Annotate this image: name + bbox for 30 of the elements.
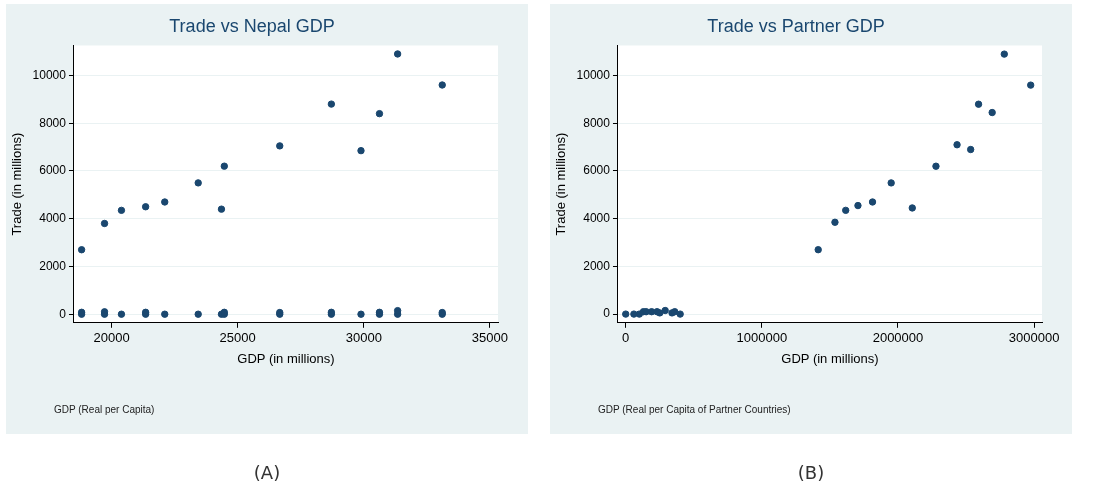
- y-tick-label: 0: [59, 306, 67, 321]
- y-tick-label: 6000: [583, 163, 611, 178]
- x-axis-title: GDP (in millions): [781, 350, 879, 366]
- y-tick-label: 2000: [39, 258, 67, 273]
- x-tick-label: 25000: [219, 330, 256, 346]
- text: GDP (Real per Capita): [54, 404, 155, 415]
- chart-title: Trade vs Nepal GDP: [169, 15, 335, 36]
- x-tick-label: 35000: [471, 330, 509, 346]
- y-axis-title: Trade (in millions): [553, 132, 569, 236]
- y-tick-label: 6000: [39, 163, 67, 178]
- y-tick-label: 8000: [583, 115, 611, 130]
- y-tick-label: 4000: [583, 211, 611, 225]
- y-axis-title: Trade (in millions): [9, 132, 25, 236]
- x-tick-label: 0: [622, 330, 630, 346]
- x-tick-label: 2000000: [872, 330, 924, 346]
- x-axis-title: GDP (in millions): [237, 350, 335, 366]
- text: (A): [252, 462, 282, 483]
- text: (B): [796, 462, 826, 483]
- x-tick-label: 20000: [93, 330, 130, 346]
- y-tick-label: 10000: [32, 67, 67, 82]
- x-tick-label: 1000000: [736, 330, 788, 346]
- y-tick-label: 0: [603, 306, 611, 321]
- text: GDP (Real per Capita of Partner Countries): [598, 404, 791, 415]
- y-tick-label: 2000: [583, 258, 611, 273]
- y-tick-label: 4000: [39, 211, 67, 226]
- chart-title: Trade vs Partner GDP: [707, 15, 885, 36]
- x-tick-label: 30000: [345, 330, 382, 346]
- y-tick-label: 8000: [39, 115, 67, 130]
- y-tick-label: 10000: [576, 67, 611, 82]
- x-tick-label: 3000000: [1008, 330, 1060, 346]
